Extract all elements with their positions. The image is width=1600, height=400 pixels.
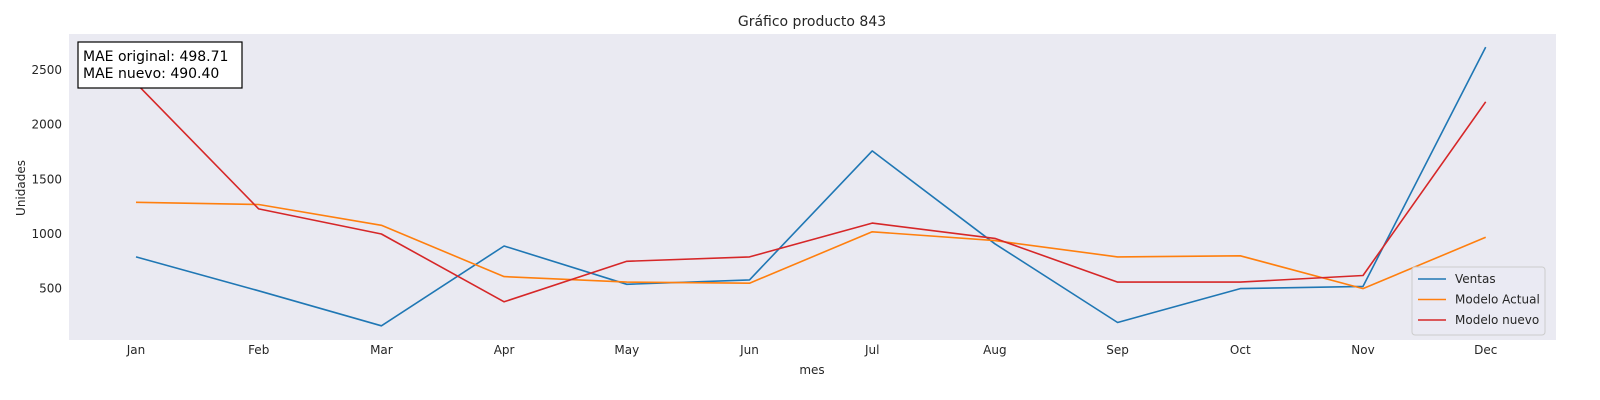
mae-nuevo-text: MAE nuevo: 490.40 — [83, 66, 219, 82]
x-tick-label: Oct — [1230, 343, 1251, 357]
x-tick-label: Jan — [126, 343, 146, 357]
x-axis-title: mes — [799, 363, 824, 377]
x-tick-label: Feb — [248, 343, 269, 357]
x-tick-label: Jul — [864, 343, 879, 357]
legend-label: Ventas — [1455, 272, 1496, 286]
x-tick-label: Nov — [1351, 343, 1374, 357]
x-tick-label: Apr — [494, 343, 515, 357]
x-axis-ticks: Jan Feb Mar Apr May Jun Jul Aug Sep Oct Nov Dec — [126, 343, 1498, 357]
mae-annotation-box — [77, 41, 243, 89]
series-line-modelo-nuevo — [135, 82, 1487, 303]
y-tick-label: 1000 — [31, 227, 62, 241]
y-tick-label: 2000 — [31, 118, 62, 132]
y-tick-label: 2500 — [31, 63, 62, 77]
chart-title: Gráfico producto 843 — [738, 14, 886, 30]
x-tick-label: Aug — [983, 343, 1006, 357]
series-lines — [135, 46, 1487, 327]
series-line-ventas — [135, 46, 1487, 327]
series-line-modelo-actual — [135, 201, 1487, 290]
x-tick-label: Sep — [1106, 343, 1129, 357]
x-tick-label: Mar — [370, 343, 393, 357]
y-axis-ticks: 500 1000 1500 2000 2500 — [31, 63, 62, 296]
y-tick-label: 500 — [39, 282, 62, 296]
legend: Ventas Modelo Actual Modelo nuevo — [1411, 266, 1546, 336]
x-tick-label: Jun — [739, 343, 759, 357]
legend-label: Modelo nuevo — [1455, 313, 1539, 327]
x-tick-label: May — [614, 343, 639, 357]
mae-annotation: MAE original: 498.71 MAE nuevo: 490.40 — [77, 41, 243, 89]
plot-background — [69, 34, 1556, 340]
y-tick-label: 1500 — [31, 172, 62, 186]
legend-box — [1411, 266, 1546, 336]
mae-original-text: MAE original: 498.71 — [83, 49, 228, 65]
y-axis-title: Unidades — [14, 160, 28, 216]
legend-items: Ventas Modelo Actual Modelo nuevo — [1418, 272, 1540, 327]
x-tick-label: Dec — [1474, 343, 1497, 357]
legend-label: Modelo Actual — [1455, 293, 1540, 307]
